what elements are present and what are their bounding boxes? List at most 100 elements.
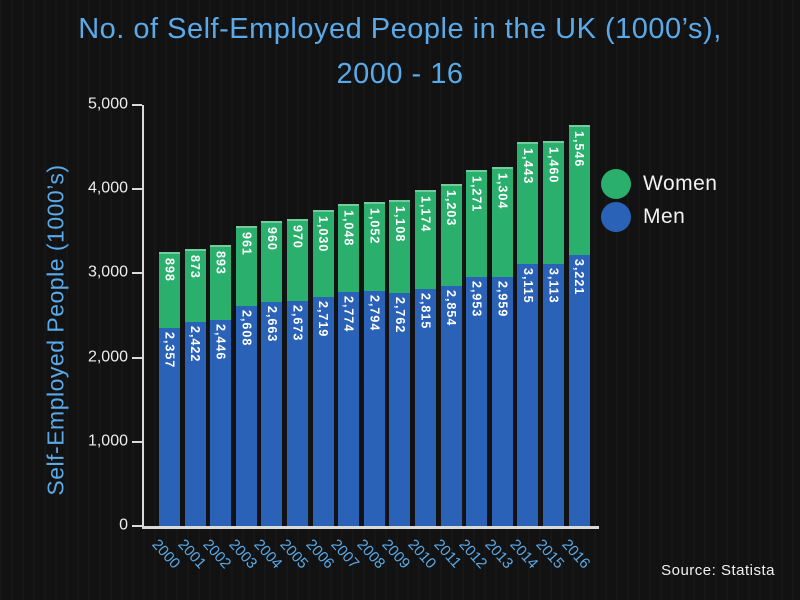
bar-group-2014: 3,115 1,443 [517,142,539,526]
source-text: Source: Statista [661,562,775,579]
bar-value-label-men-2003: 2,608 [239,310,254,347]
bar-value-label-women-2013: 1,304 [495,173,510,210]
bar-segment-women-2008: 1,052 [363,202,385,291]
x-tick-label-2009: 2009 [378,536,414,573]
x-tick-label-2005: 2005 [276,536,312,573]
bar-segment-women-2009: 1,108 [389,200,411,294]
x-tick-label-2010: 2010 [404,536,440,573]
bar-segment-women-2011: 1,203 [440,184,462,286]
chart-title-line1: No. of Self-Employed People in the UK (1… [78,13,722,45]
x-tick-label-2016: 2016 [557,536,593,573]
bar-group-2007: 2,774 1,048 [338,204,360,526]
plot-area: 0 1,000 2,000 3,000 4,000 5,000 2,357 898 2000 2,… [88,96,599,572]
bar-segment-women-2013: 1,304 [491,167,513,277]
bar-value-label-men-2000: 2,357 [162,331,177,368]
bar-value-label-women-2008: 1,052 [367,208,382,245]
bar-segment-women-2004: 960 [261,220,283,302]
x-tick-label-2001: 2001 [173,536,209,573]
bar-group-2008: 2,794 1,052 [363,202,385,526]
y-axis-title: Self-Employed People (1000’s) [42,164,69,496]
x-tick-label-2015: 2015 [532,536,568,573]
bar-value-label-men-2008: 2,794 [367,294,382,332]
bar-group-2013: 2,959 1,304 [491,167,513,526]
bar-group-2005: 2,673 970 [287,219,308,526]
bar-group-2011: 2,854 1,203 [440,184,462,526]
bar-segment-men-2004: 2,663 [261,301,283,526]
bar-value-label-men-2005: 2,673 [290,304,305,342]
bar-value-label-women-2014: 1,443 [520,148,535,185]
bar-segment-men-2015: 3,113 [543,263,564,526]
x-tick-label-2002: 2002 [199,536,235,573]
bar-segment-men-2013: 2,959 [491,276,513,526]
y-tick-mark [132,272,142,275]
bar-value-label-women-2011: 1,203 [444,190,459,227]
bar-value-label-men-2010: 2,815 [418,292,433,330]
bar-value-label-women-2002: 893 [213,250,228,275]
bar-segment-men-2011: 2,854 [440,285,462,526]
y-tick-label: 0 [119,516,128,534]
x-tick-label-2004: 2004 [250,536,286,573]
bar-segment-men-2001: 2,422 [184,322,206,526]
bar-value-label-men-2007: 2,774 [341,296,356,333]
bar-segment-women-2006: 1,030 [312,210,334,298]
bar-segment-women-2015: 1,460 [543,140,564,264]
bar-value-label-women-2001: 873 [188,254,203,279]
legend-label-men: Men [643,204,686,228]
bar-segment-women-2003: 961 [235,225,257,307]
bar-segment-men-2008: 2,794 [363,290,385,526]
bar-value-label-women-2009: 1,108 [392,206,407,243]
bar-group-2009: 2,762 1,108 [389,200,411,526]
y-tick-label: 2,000 [87,348,128,366]
bar-value-label-men-2011: 2,854 [444,289,459,326]
bar-segment-women-2005: 970 [287,219,308,301]
chart-title: No. of Self-Employed People in the UK (1… [0,13,800,91]
bar-value-label-women-2007: 1,048 [341,210,356,247]
chart-title-line2: 2000 - 16 [336,58,464,90]
bar-value-label-men-2013: 2,959 [495,280,510,318]
y-tick-label: 4,000 [87,179,128,197]
bar-value-label-men-2016: 3,221 [572,258,587,296]
legend-swatch-men-icon [601,201,631,232]
bar-group-2015: 3,113 1,460 [543,140,564,526]
legend-item-women: Women [601,167,717,200]
bar-value-label-women-2006: 1,030 [316,216,331,253]
y-tick-mark [132,440,142,443]
y-tick-mark [132,356,142,359]
bar-value-label-women-2004: 960 [264,226,279,251]
bar-segment-men-2010: 2,815 [415,288,436,526]
bar-value-label-men-2009: 2,762 [392,297,407,334]
bar-segment-men-2003: 2,608 [235,306,257,526]
bar-value-label-women-2000: 898 [162,257,177,282]
y-tick-label: 1,000 [87,432,128,450]
bar-segment-women-2014: 1,443 [517,142,539,264]
bar-segment-men-2009: 2,762 [389,293,411,526]
bar-segment-women-2010: 1,174 [415,190,436,289]
bar-value-label-women-2010: 1,174 [418,196,433,233]
x-tick-label-2011: 2011 [429,536,465,572]
bar-group-2012: 2,953 1,271 [466,170,488,526]
bar-value-label-men-2014: 3,115 [520,267,535,304]
bar-segment-women-2002: 893 [210,244,232,321]
bar-value-label-men-2001: 2,422 [188,326,203,363]
y-tick-mark [132,104,142,106]
x-tick-label-2012: 2012 [455,536,491,573]
bar-group-2016: 3,221 1,546 [568,124,590,526]
y-tick-mark [132,525,142,527]
bar-group-2001: 2,422 873 [184,248,206,526]
legend-swatch-women-icon [601,168,631,199]
x-tick-label-2007: 2007 [327,536,363,573]
bar-value-label-women-2005: 970 [290,225,305,250]
bar-segment-women-2000: 898 [159,251,180,328]
y-tick-mark [132,188,142,191]
bar-value-label-men-2002: 2,446 [213,324,228,361]
bar-segment-women-2001: 873 [184,248,206,323]
bar-segment-men-2005: 2,673 [287,300,308,526]
bar-value-label-men-2004: 2,663 [264,305,279,343]
bar-segment-men-2012: 2,953 [466,277,488,526]
bar-group-2000: 2,357 898 [159,251,180,526]
legend-label-women: Women [643,171,718,195]
y-tick-label: 3,000 [87,264,128,282]
bar-value-label-men-2015: 3,113 [546,267,561,304]
bar-group-2002: 2,446 893 [210,244,232,526]
bar-segment-men-2000: 2,357 [159,327,180,526]
